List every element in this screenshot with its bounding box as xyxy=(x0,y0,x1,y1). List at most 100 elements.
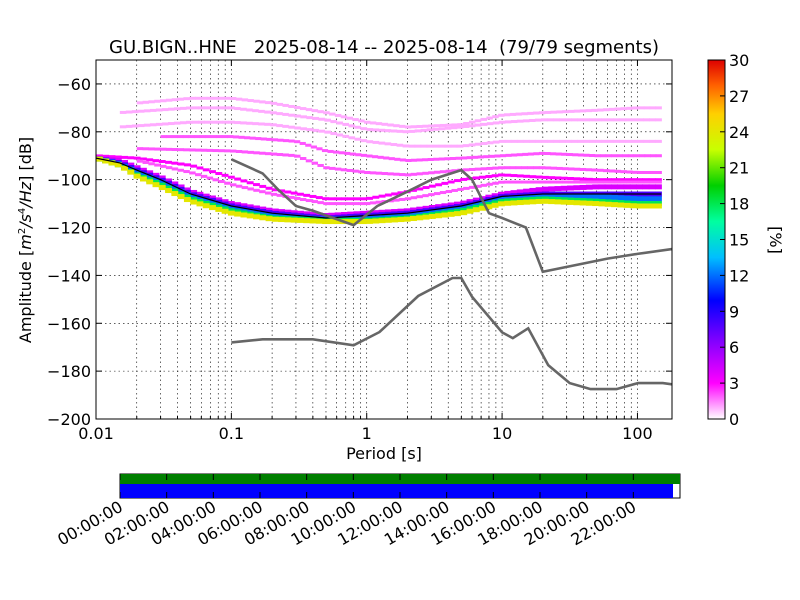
ppsd-trace-cell xyxy=(127,156,135,160)
ppsd-trace-cell xyxy=(498,180,505,184)
ppsd-trace-cell xyxy=(158,159,166,163)
chart-title: GU.BIGN..HNE 2025-08-14 -- 2025-08-14 (7… xyxy=(109,37,659,58)
ppsd-band-cell xyxy=(504,190,512,196)
ppsd-trace-cell xyxy=(541,175,549,179)
ppsd-trace-cell xyxy=(146,158,154,162)
colorbar: 0 3 6 9 12 15 18 21 24 27 30 [%] xyxy=(707,51,785,429)
ppsd-trace-cell xyxy=(387,172,394,176)
ppsd-trace-cell xyxy=(215,172,223,176)
ppsd-trace-cell xyxy=(173,107,181,111)
ppsd-trace-cell xyxy=(238,135,245,139)
ppsd-trace-cell xyxy=(384,193,392,197)
ppsd-trace-cell xyxy=(359,197,367,201)
ppsd-trace-cell xyxy=(474,119,482,123)
mode-line xyxy=(96,157,662,219)
ppsd-trace-cell xyxy=(451,188,458,192)
ppsd-trace-cell xyxy=(632,180,639,184)
ppsd-trace-cell xyxy=(649,139,656,143)
ppsd-band-cell xyxy=(535,198,543,204)
ppsd-band-cell xyxy=(554,199,562,205)
ppsd-trace-cell xyxy=(603,180,610,184)
ppsd-trace-cell xyxy=(648,178,656,182)
ppsd-trace-cell xyxy=(171,161,179,165)
ppsd-trace-cell xyxy=(384,129,392,133)
ppsd-trace-cell xyxy=(649,118,656,122)
ppsd-trace-cell xyxy=(562,167,569,171)
ppsd-trace-cell xyxy=(619,118,626,122)
ppsd-trace-cell xyxy=(149,123,157,127)
ppsd-trace-cell xyxy=(561,152,568,156)
ppsd-trace-cell xyxy=(154,163,161,167)
ppsd-trace-cell xyxy=(643,170,651,174)
ppsd-trace-cell xyxy=(240,179,248,183)
ppsd-trace-cell xyxy=(445,189,453,193)
ppsd-trace-cell xyxy=(396,129,404,133)
ppsd-trace-cell xyxy=(533,111,540,115)
ppsd-band-cell xyxy=(592,201,600,207)
ppsd-trace-cell xyxy=(229,183,237,187)
ppsd-trace-cell xyxy=(171,167,179,171)
ppsd-trace-cell xyxy=(632,106,639,110)
ppsd-trace-cell xyxy=(480,167,488,171)
ppsd-trace-cell xyxy=(597,108,604,112)
ppsd-trace-cell xyxy=(627,154,635,158)
noise-model-nlnm xyxy=(231,276,672,391)
colorbar-tick-label: 9 xyxy=(729,302,739,321)
ppsd-trace-cell xyxy=(550,152,557,156)
y-tick-label: −60 xyxy=(57,75,91,94)
ppsd-trace-cell xyxy=(527,180,534,184)
x-axis-label: Period [s] xyxy=(346,444,422,463)
ppsd-trace-cell xyxy=(183,170,190,174)
ppsd-trace-cell xyxy=(235,97,243,101)
ppsd-trace-cell xyxy=(349,152,356,156)
ppsd-trace-cell xyxy=(643,118,650,122)
ppsd-trace-cell xyxy=(160,147,167,151)
ppsd-trace-cell xyxy=(650,154,657,158)
ppsd-trace-cell xyxy=(408,144,416,148)
ppsd-trace-cell xyxy=(492,115,499,119)
ppsd-trace-cell xyxy=(259,100,266,104)
ppsd-trace-cell xyxy=(252,122,259,126)
ppsd-band-cell xyxy=(560,185,568,191)
ppsd-band-cell xyxy=(133,173,141,179)
ppsd-trace-cell xyxy=(492,140,500,144)
ppsd-trace-cell xyxy=(655,178,662,182)
ppsd-trace-cell xyxy=(544,110,552,114)
ppsd-trace-cell xyxy=(329,112,336,116)
ppsd-trace-cell xyxy=(439,191,447,195)
ppsd-trace-cell xyxy=(334,167,342,171)
ppsd-band-cell xyxy=(611,202,618,208)
ppsd-trace-cell xyxy=(438,144,446,148)
ppsd-trace-cell xyxy=(247,150,254,154)
ppsd-trace-cell xyxy=(366,140,374,144)
ppsd-trace-cell xyxy=(288,125,295,129)
ppsd-band-cell xyxy=(253,214,260,220)
ppsd-trace-cell xyxy=(498,166,505,170)
ppsd-trace-cell xyxy=(504,139,512,143)
ppsd-trace-cell xyxy=(432,127,440,131)
ppsd-trace-cell xyxy=(369,201,377,205)
ppsd-trace-cell xyxy=(294,126,301,130)
ppsd-band-cell xyxy=(516,200,524,206)
ppsd-trace-cell xyxy=(643,106,651,110)
ppsd-trace-cell xyxy=(255,137,262,141)
ppsd-trace-cell xyxy=(585,168,592,172)
ppsd-trace-cell xyxy=(340,115,348,119)
ppsd-trace-cell xyxy=(96,154,103,158)
ppsd-trace-cell xyxy=(346,202,353,206)
ppsd-trace-cell xyxy=(522,139,530,143)
ppsd-band-cell xyxy=(366,218,373,224)
ppsd-trace-cell xyxy=(515,166,523,170)
ppsd-trace-cell xyxy=(534,139,542,143)
ppsd-band-cell xyxy=(485,204,493,210)
ppsd-trace-cell xyxy=(294,154,301,158)
ppsd-trace-cell xyxy=(338,151,345,155)
ppsd-trace-cell xyxy=(399,124,406,128)
ppsd-trace-cell xyxy=(503,166,511,170)
ppsd-trace-cell xyxy=(552,139,560,143)
ppsd-trace-cell xyxy=(333,150,340,154)
ppsd-trace-cell xyxy=(468,120,476,124)
ppsd-band-cell xyxy=(158,185,166,191)
ppsd-trace-cell xyxy=(282,124,289,128)
ppsd-trace-cell xyxy=(422,186,430,190)
